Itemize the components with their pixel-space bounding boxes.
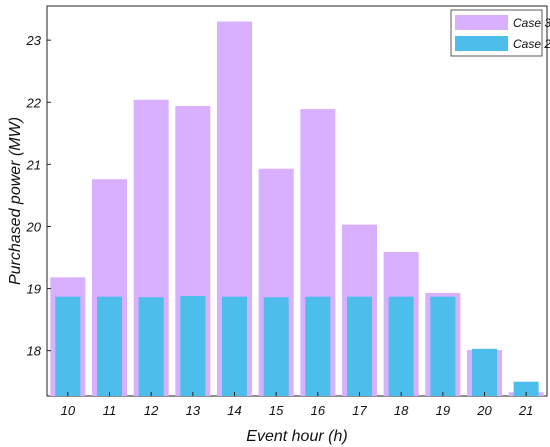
y-tick-label: 23 — [26, 33, 42, 48]
y-tick-label: 19 — [27, 282, 41, 297]
bar-case-2-19 — [430, 296, 456, 396]
bar-case-2-18 — [388, 296, 414, 396]
y-tick-label: 21 — [26, 157, 41, 172]
y-tick-label: 18 — [27, 344, 42, 359]
bar-case-2-15 — [263, 297, 289, 396]
bar-case-2-17 — [347, 296, 372, 396]
x-tick-label: 12 — [144, 403, 159, 418]
x-tick-label: 20 — [476, 403, 492, 418]
bar-case-2-10 — [55, 296, 81, 396]
x-axis-title: Event hour (h) — [246, 428, 347, 445]
y-tick-label: 20 — [26, 219, 42, 234]
x-tick-label: 11 — [103, 403, 117, 418]
x-tick-label: 19 — [436, 403, 450, 418]
x-tick-label: 15 — [269, 403, 284, 418]
bar-case-2-13 — [180, 296, 206, 396]
x-tick-label: 17 — [352, 403, 367, 418]
bar-case-2-21 — [513, 381, 539, 396]
y-tick-label: 22 — [26, 95, 42, 110]
legend-swatch-case-3 — [455, 15, 508, 30]
legend: Case 3 Case 2 — [450, 9, 550, 57]
bar-case-2-20 — [472, 348, 497, 396]
x-tick-label: 14 — [227, 403, 241, 418]
bar-case-2-12 — [138, 297, 164, 396]
x-tick-label: 13 — [186, 403, 201, 418]
x-tick-label: 16 — [311, 403, 326, 418]
x-tick-label: 21 — [518, 403, 533, 418]
bar-case-2-14 — [222, 296, 247, 396]
x-tick-label: 18 — [394, 403, 409, 418]
legend-label-case-2: Case 2 — [513, 37, 550, 51]
bar-case-2-11 — [97, 296, 122, 396]
bar-case-2-16 — [305, 296, 331, 396]
legend-swatch-case-2 — [455, 36, 508, 51]
legend-label-case-3: Case 3 — [513, 16, 550, 30]
x-tick-label: 10 — [61, 403, 76, 418]
case-2-series — [55, 296, 539, 396]
x-axis-ticks: 10 11 12 13 14 15 16 17 18 19 20 21 — [61, 392, 533, 418]
plot-area — [46, 5, 548, 397]
y-axis-ticks: 18 19 20 21 22 23 — [26, 33, 51, 359]
y-axis-title: Purchased power (MW) — [7, 117, 24, 285]
